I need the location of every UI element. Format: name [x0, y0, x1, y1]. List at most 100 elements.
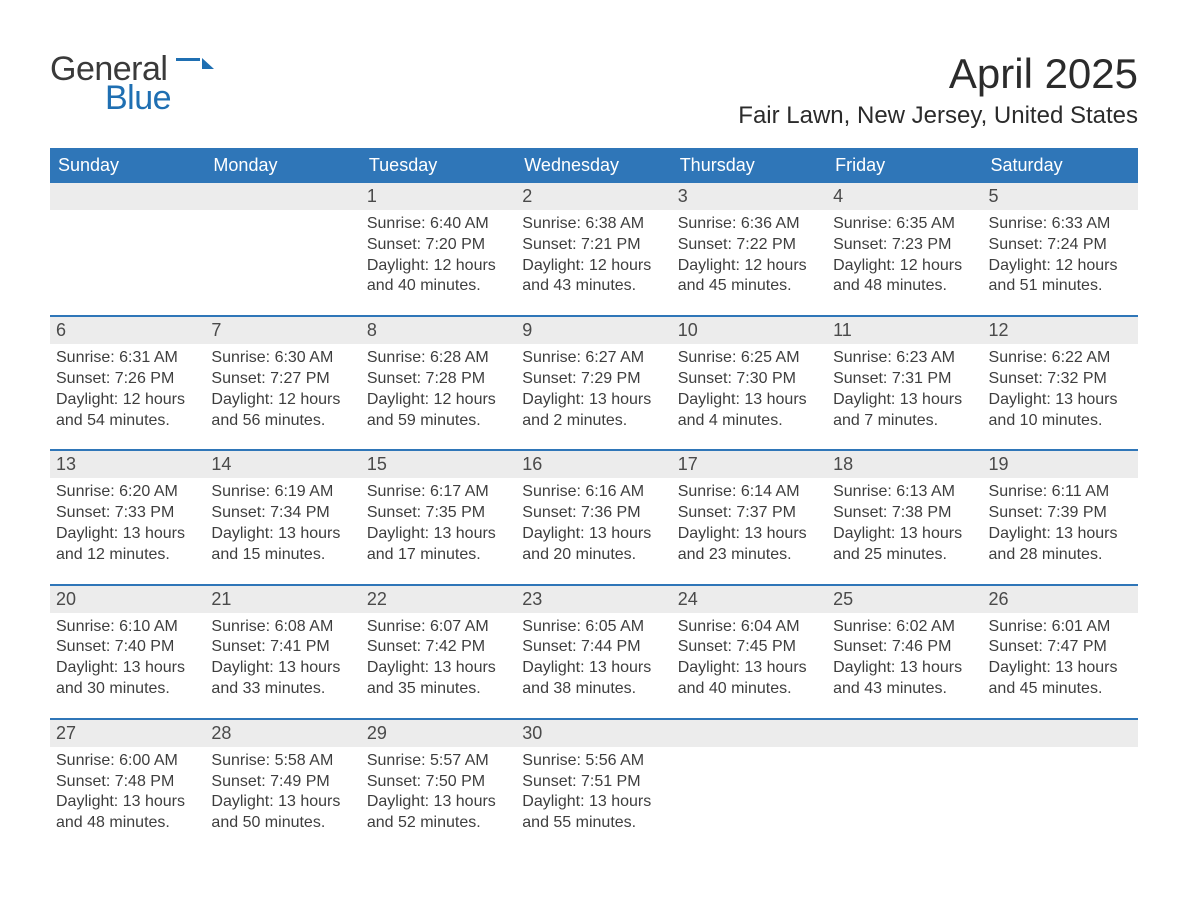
day-body: Sunrise: 6:16 AMSunset: 7:36 PMDaylight:…	[516, 478, 671, 565]
daylight-line: Daylight: 13 hours and 43 minutes.	[833, 658, 976, 700]
day-body: Sunrise: 6:13 AMSunset: 7:38 PMDaylight:…	[827, 478, 982, 565]
sunrise-line: Sunrise: 6:02 AM	[833, 617, 976, 638]
day-number: 13	[50, 451, 205, 478]
week-row: 20Sunrise: 6:10 AMSunset: 7:40 PMDayligh…	[50, 584, 1138, 718]
day-cell: 16Sunrise: 6:16 AMSunset: 7:36 PMDayligh…	[516, 451, 671, 583]
day-number: 17	[672, 451, 827, 478]
sunset-line: Sunset: 7:31 PM	[833, 369, 976, 390]
sunset-line: Sunset: 7:41 PM	[211, 637, 354, 658]
week-row: 13Sunrise: 6:20 AMSunset: 7:33 PMDayligh…	[50, 449, 1138, 583]
day-cell: 11Sunrise: 6:23 AMSunset: 7:31 PMDayligh…	[827, 317, 982, 449]
day-number: 7	[205, 317, 360, 344]
day-number	[672, 720, 827, 747]
sunset-line: Sunset: 7:49 PM	[211, 772, 354, 793]
sunrise-line: Sunrise: 6:38 AM	[522, 214, 665, 235]
sunset-line: Sunset: 7:48 PM	[56, 772, 199, 793]
daylight-line: Daylight: 13 hours and 33 minutes.	[211, 658, 354, 700]
location-subtitle: Fair Lawn, New Jersey, United States	[738, 102, 1138, 130]
day-body: Sunrise: 6:40 AMSunset: 7:20 PMDaylight:…	[361, 210, 516, 297]
daylight-line: Daylight: 13 hours and 7 minutes.	[833, 390, 976, 432]
sunset-line: Sunset: 7:21 PM	[522, 235, 665, 256]
sunrise-line: Sunrise: 6:22 AM	[989, 348, 1132, 369]
day-cell: 29Sunrise: 5:57 AMSunset: 7:50 PMDayligh…	[361, 720, 516, 852]
weekday-header: Sunday	[50, 148, 205, 183]
daylight-line: Daylight: 12 hours and 45 minutes.	[678, 256, 821, 298]
day-number: 30	[516, 720, 671, 747]
daylight-line: Daylight: 13 hours and 50 minutes.	[211, 792, 354, 834]
daylight-line: Daylight: 13 hours and 45 minutes.	[989, 658, 1132, 700]
sunrise-line: Sunrise: 6:00 AM	[56, 751, 199, 772]
day-body: Sunrise: 6:25 AMSunset: 7:30 PMDaylight:…	[672, 344, 827, 431]
header-row: General Blue April 2025 Fair Lawn, New J…	[50, 50, 1138, 130]
daylight-line: Daylight: 12 hours and 48 minutes.	[833, 256, 976, 298]
day-body: Sunrise: 6:17 AMSunset: 7:35 PMDaylight:…	[361, 478, 516, 565]
week-row: 27Sunrise: 6:00 AMSunset: 7:48 PMDayligh…	[50, 718, 1138, 852]
day-cell: 12Sunrise: 6:22 AMSunset: 7:32 PMDayligh…	[983, 317, 1138, 449]
day-body: Sunrise: 5:57 AMSunset: 7:50 PMDaylight:…	[361, 747, 516, 834]
sunrise-line: Sunrise: 6:16 AM	[522, 482, 665, 503]
day-cell: 6Sunrise: 6:31 AMSunset: 7:26 PMDaylight…	[50, 317, 205, 449]
sunset-line: Sunset: 7:34 PM	[211, 503, 354, 524]
day-cell: 10Sunrise: 6:25 AMSunset: 7:30 PMDayligh…	[672, 317, 827, 449]
daylight-line: Daylight: 13 hours and 28 minutes.	[989, 524, 1132, 566]
day-number: 4	[827, 183, 982, 210]
day-cell: 15Sunrise: 6:17 AMSunset: 7:35 PMDayligh…	[361, 451, 516, 583]
day-cell: 21Sunrise: 6:08 AMSunset: 7:41 PMDayligh…	[205, 586, 360, 718]
daylight-line: Daylight: 13 hours and 10 minutes.	[989, 390, 1132, 432]
day-body: Sunrise: 6:08 AMSunset: 7:41 PMDaylight:…	[205, 613, 360, 700]
sunset-line: Sunset: 7:32 PM	[989, 369, 1132, 390]
daylight-line: Daylight: 13 hours and 40 minutes.	[678, 658, 821, 700]
weekday-header: Monday	[205, 148, 360, 183]
day-body: Sunrise: 6:11 AMSunset: 7:39 PMDaylight:…	[983, 478, 1138, 565]
daylight-line: Daylight: 13 hours and 25 minutes.	[833, 524, 976, 566]
sunrise-line: Sunrise: 6:23 AM	[833, 348, 976, 369]
daylight-line: Daylight: 13 hours and 55 minutes.	[522, 792, 665, 834]
daylight-line: Daylight: 13 hours and 48 minutes.	[56, 792, 199, 834]
calendar-page: General Blue April 2025 Fair Lawn, New J…	[0, 0, 1188, 892]
day-cell: 27Sunrise: 6:00 AMSunset: 7:48 PMDayligh…	[50, 720, 205, 852]
weekday-header-row: Sunday Monday Tuesday Wednesday Thursday…	[50, 148, 1138, 183]
day-number: 21	[205, 586, 360, 613]
sunset-line: Sunset: 7:51 PM	[522, 772, 665, 793]
daylight-line: Daylight: 13 hours and 20 minutes.	[522, 524, 665, 566]
sunset-line: Sunset: 7:50 PM	[367, 772, 510, 793]
day-body: Sunrise: 6:38 AMSunset: 7:21 PMDaylight:…	[516, 210, 671, 297]
brand-logo: General Blue	[50, 50, 216, 118]
calendar-grid: Sunday Monday Tuesday Wednesday Thursday…	[50, 148, 1138, 852]
daylight-line: Daylight: 13 hours and 2 minutes.	[522, 390, 665, 432]
day-number: 9	[516, 317, 671, 344]
day-number	[827, 720, 982, 747]
sunset-line: Sunset: 7:24 PM	[989, 235, 1132, 256]
day-number: 10	[672, 317, 827, 344]
sunset-line: Sunset: 7:46 PM	[833, 637, 976, 658]
sunset-line: Sunset: 7:29 PM	[522, 369, 665, 390]
sunrise-line: Sunrise: 6:33 AM	[989, 214, 1132, 235]
day-cell: 14Sunrise: 6:19 AMSunset: 7:34 PMDayligh…	[205, 451, 360, 583]
day-cell: 20Sunrise: 6:10 AMSunset: 7:40 PMDayligh…	[50, 586, 205, 718]
day-body: Sunrise: 6:19 AMSunset: 7:34 PMDaylight:…	[205, 478, 360, 565]
daylight-line: Daylight: 12 hours and 54 minutes.	[56, 390, 199, 432]
week-row: 6Sunrise: 6:31 AMSunset: 7:26 PMDaylight…	[50, 315, 1138, 449]
sunrise-line: Sunrise: 5:58 AM	[211, 751, 354, 772]
day-cell: 13Sunrise: 6:20 AMSunset: 7:33 PMDayligh…	[50, 451, 205, 583]
day-number: 25	[827, 586, 982, 613]
sunrise-line: Sunrise: 6:25 AM	[678, 348, 821, 369]
month-title: April 2025	[738, 50, 1138, 98]
day-number: 16	[516, 451, 671, 478]
weekday-header: Tuesday	[361, 148, 516, 183]
day-number	[205, 183, 360, 210]
day-number: 28	[205, 720, 360, 747]
sunrise-line: Sunrise: 5:56 AM	[522, 751, 665, 772]
sunrise-line: Sunrise: 6:05 AM	[522, 617, 665, 638]
day-number: 19	[983, 451, 1138, 478]
daylight-line: Daylight: 12 hours and 51 minutes.	[989, 256, 1132, 298]
sunrise-line: Sunrise: 6:31 AM	[56, 348, 199, 369]
sunset-line: Sunset: 7:40 PM	[56, 637, 199, 658]
day-body: Sunrise: 5:58 AMSunset: 7:49 PMDaylight:…	[205, 747, 360, 834]
sunset-line: Sunset: 7:37 PM	[678, 503, 821, 524]
day-body: Sunrise: 6:14 AMSunset: 7:37 PMDaylight:…	[672, 478, 827, 565]
daylight-line: Daylight: 13 hours and 4 minutes.	[678, 390, 821, 432]
day-body: Sunrise: 6:35 AMSunset: 7:23 PMDaylight:…	[827, 210, 982, 297]
sunrise-line: Sunrise: 6:11 AM	[989, 482, 1132, 503]
day-cell: 18Sunrise: 6:13 AMSunset: 7:38 PMDayligh…	[827, 451, 982, 583]
